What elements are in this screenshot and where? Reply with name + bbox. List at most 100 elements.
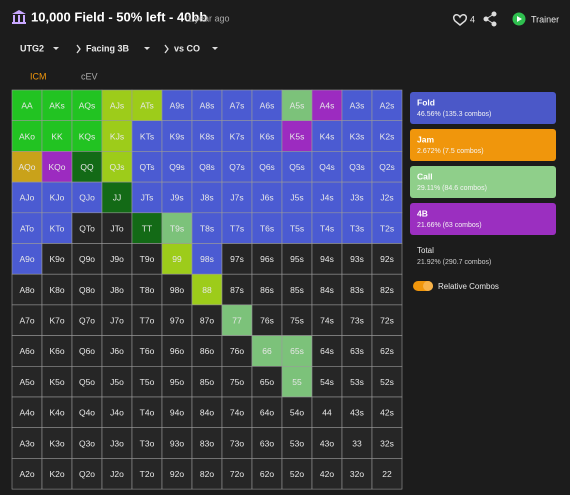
hand-cell[interactable]	[71, 335, 103, 367]
hand-cell[interactable]	[311, 396, 343, 429]
hand-cell[interactable]	[371, 181, 403, 214]
hand-cell[interactable]	[161, 120, 193, 152]
hand-cell[interactable]	[71, 396, 103, 429]
hand-cell[interactable]	[161, 181, 193, 214]
hand-cell[interactable]	[41, 458, 73, 490]
hand-cell[interactable]	[341, 151, 373, 183]
hand-cell[interactable]	[101, 427, 133, 459]
hand-cell[interactable]	[41, 212, 73, 244]
hand-cell[interactable]	[281, 212, 313, 244]
hand-cell[interactable]	[251, 181, 283, 214]
like-button[interactable]	[452, 14, 468, 26]
hand-cell[interactable]	[101, 243, 133, 275]
hand-cell[interactable]	[341, 365, 373, 398]
relative-combos-toggle[interactable]	[413, 281, 433, 291]
hand-cell[interactable]	[161, 335, 193, 367]
hand-cell[interactable]	[11, 304, 43, 336]
hand-cell[interactable]	[101, 181, 133, 214]
hand-cell[interactable]	[101, 458, 133, 490]
hand-cell[interactable]	[371, 396, 403, 429]
hand-cell[interactable]	[341, 273, 373, 306]
action-box[interactable]	[410, 166, 556, 198]
hand-cell[interactable]	[131, 304, 163, 336]
hand-cell[interactable]	[281, 273, 313, 306]
hand-cell[interactable]	[101, 212, 133, 244]
hand-cell[interactable]	[161, 89, 193, 122]
hand-cell[interactable]	[71, 458, 103, 490]
hand-cell[interactable]	[41, 243, 73, 275]
trainer-button[interactable]	[512, 12, 526, 26]
hand-cell[interactable]	[311, 458, 343, 490]
hand-cell[interactable]	[11, 396, 43, 429]
hand-cell[interactable]	[101, 304, 133, 336]
hand-cell[interactable]	[281, 427, 313, 459]
hand-cell[interactable]	[281, 335, 313, 367]
hand-cell[interactable]	[161, 396, 193, 429]
hand-cell[interactable]	[371, 273, 403, 306]
hand-cell[interactable]	[371, 304, 403, 336]
tab-cev[interactable]: cEV	[81, 71, 98, 81]
hand-cell[interactable]	[341, 458, 373, 490]
hand-cell[interactable]	[41, 335, 73, 367]
hand-cell[interactable]	[341, 396, 373, 429]
hand-cell[interactable]	[251, 365, 283, 398]
hand-cell[interactable]	[161, 273, 193, 306]
hand-cell[interactable]	[131, 212, 163, 244]
hand-cell[interactable]	[11, 273, 43, 306]
hand-cell[interactable]	[251, 335, 283, 367]
hand-cell[interactable]	[131, 365, 163, 398]
hand-cell[interactable]	[41, 427, 73, 459]
action-box[interactable]	[410, 203, 556, 235]
hand-cell[interactable]	[371, 365, 403, 398]
hand-cell[interactable]	[311, 181, 343, 214]
trainer-label[interactable]: Trainer	[531, 14, 559, 24]
hand-cell[interactable]	[41, 304, 73, 336]
hand-cell[interactable]	[131, 243, 163, 275]
share-button[interactable]	[483, 11, 497, 27]
hand-cell[interactable]	[101, 335, 133, 367]
hand-cell[interactable]	[11, 365, 43, 398]
hand-cell[interactable]	[251, 458, 283, 490]
action-box[interactable]	[410, 129, 556, 161]
hand-cell[interactable]	[41, 365, 73, 398]
hand-cell[interactable]	[101, 151, 133, 183]
hand-cell[interactable]	[221, 120, 253, 152]
hand-cell[interactable]	[71, 427, 103, 459]
hand-cell[interactable]	[131, 396, 163, 429]
hand-cell[interactable]	[221, 89, 253, 122]
tab-icm[interactable]: ICM	[30, 71, 47, 81]
hand-cell[interactable]	[281, 396, 313, 429]
hand-cell[interactable]	[371, 243, 403, 275]
hand-cell[interactable]	[191, 458, 223, 490]
hand-cell[interactable]	[341, 212, 373, 244]
hand-cell[interactable]	[161, 365, 193, 398]
hand-cell[interactable]	[281, 458, 313, 490]
hand-cell[interactable]	[161, 212, 193, 244]
hand-cell[interactable]	[11, 89, 43, 122]
hand-cell[interactable]	[221, 335, 253, 367]
hand-cell[interactable]	[311, 212, 343, 244]
hand-cell[interactable]	[311, 120, 343, 152]
hand-cell[interactable]	[191, 89, 223, 122]
hand-cell[interactable]	[221, 427, 253, 459]
hand-cell[interactable]	[311, 304, 343, 336]
hand-cell[interactable]	[161, 151, 193, 183]
hand-cell[interactable]	[221, 458, 253, 490]
hand-cell[interactable]	[251, 151, 283, 183]
hand-cell[interactable]	[371, 427, 403, 459]
toggle-label[interactable]: Relative Combos	[438, 282, 499, 291]
hand-cell[interactable]	[221, 151, 253, 183]
hand-cell[interactable]	[191, 396, 223, 429]
hand-cell[interactable]	[281, 181, 313, 214]
hand-cell[interactable]	[41, 120, 73, 152]
filter-position[interactable]: UTG2	[20, 43, 44, 53]
hand-cell[interactable]	[191, 304, 223, 336]
hand-cell[interactable]	[101, 89, 133, 122]
hand-cell[interactable]	[71, 181, 103, 214]
hand-cell[interactable]	[311, 151, 343, 183]
hand-cell[interactable]	[191, 335, 223, 367]
hand-cell[interactable]	[251, 304, 283, 336]
hand-cell[interactable]	[191, 243, 223, 275]
hand-cell[interactable]	[221, 365, 253, 398]
hand-cell[interactable]	[371, 151, 403, 183]
